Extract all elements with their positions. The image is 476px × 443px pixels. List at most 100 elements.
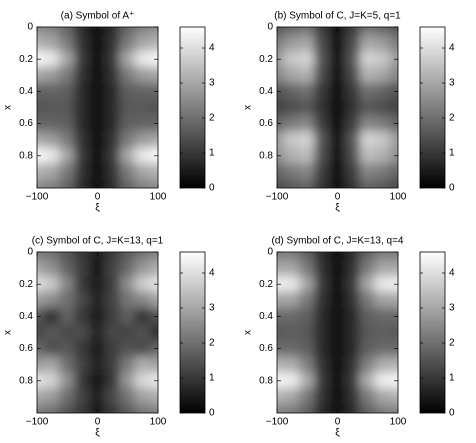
heatmap-cell	[104, 66, 121, 84]
heatmap-cell	[344, 50, 361, 68]
heatmap-cell	[44, 50, 61, 68]
heatmap-cell	[104, 404, 121, 413]
heatmap-cell	[359, 388, 376, 406]
y-tick-label: 0.4	[19, 311, 33, 322]
heatmap-cell	[314, 356, 331, 374]
heatmap-cell	[104, 291, 121, 309]
heatmap-cell	[389, 291, 398, 309]
heatmap-cell	[104, 98, 121, 117]
heatmap-cell	[344, 27, 361, 36]
heatmap-cell	[389, 179, 398, 188]
heatmap-cell	[374, 404, 391, 413]
colorbar-tick-label: 4	[449, 268, 455, 279]
heatmap-cell	[37, 259, 46, 277]
heatmap-cell	[314, 259, 331, 277]
heatmap-cell	[284, 82, 301, 100]
heatmap-cell	[134, 115, 151, 133]
heatmap-cell	[359, 307, 376, 325]
heatmap-cell	[284, 131, 301, 149]
heatmap-cell	[284, 388, 301, 406]
colorbar-tick-label: 2	[209, 338, 215, 349]
x-tick-label: 100	[390, 192, 407, 203]
heatmap-cell	[314, 115, 331, 133]
heatmap-cell	[374, 50, 391, 68]
heatmap-cell	[119, 179, 136, 188]
heatmap-cell	[374, 275, 391, 293]
heatmap-cell	[89, 131, 106, 149]
colorbar-tick-label: 0	[449, 408, 455, 419]
heatmap-cell	[389, 98, 398, 117]
heatmap-cell	[59, 291, 76, 309]
x-tick-label: −100	[266, 192, 289, 203]
heatmap-cell	[299, 372, 316, 390]
heatmap-cell	[374, 372, 391, 390]
heatmap-cell	[277, 50, 286, 68]
heatmap-cell	[277, 34, 286, 52]
heatmap-cell	[37, 291, 46, 309]
heatmap-cell	[344, 404, 361, 413]
heatmap-cell	[149, 340, 158, 358]
heatmap-cell	[277, 66, 286, 84]
heatmap-cell	[89, 98, 106, 117]
y-tick-label: 0.8	[259, 150, 273, 161]
heatmap-cell	[59, 131, 76, 149]
heatmap-cell	[344, 291, 361, 309]
heatmap-cell	[37, 82, 46, 100]
x-axis-label: ξ	[335, 203, 340, 214]
heatmap-cell	[374, 115, 391, 133]
colorbar-tick-label: 4	[209, 268, 215, 279]
heatmap-cell	[344, 131, 361, 149]
heatmap-cell	[284, 340, 301, 358]
heatmap-cell	[104, 252, 121, 261]
heatmap-cell	[44, 179, 61, 188]
heatmap-cell	[119, 98, 136, 117]
heatmap-cell	[44, 323, 61, 342]
colorbar-tick-label: 2	[209, 113, 215, 124]
heatmap-cell	[389, 50, 398, 68]
heatmap-cell	[329, 147, 346, 165]
heatmap-cell	[359, 82, 376, 100]
heatmap-cell	[284, 115, 301, 133]
colorbar-tick-label: 3	[449, 303, 455, 314]
heatmap-cell	[134, 307, 151, 325]
heatmap-cell	[314, 82, 331, 100]
colorbar-frame	[179, 26, 206, 189]
heatmap-cell	[37, 179, 46, 188]
heatmap-cell	[389, 147, 398, 165]
heatmap-cell	[314, 275, 331, 293]
heatmap-cell	[284, 66, 301, 84]
heatmap-cell	[37, 66, 46, 84]
heatmap-cell	[104, 115, 121, 133]
heatmap-cell	[314, 34, 331, 52]
heatmap-cell	[314, 404, 331, 413]
heatmap-cell	[329, 259, 346, 277]
y-tick-label: 0.6	[259, 118, 273, 129]
colorbar-tick-label: 4	[209, 43, 215, 54]
y-tick-label: 0.2	[259, 54, 273, 65]
heatmap-cell	[59, 275, 76, 293]
heatmap-cell	[59, 356, 76, 374]
heatmap-cell	[104, 50, 121, 68]
heatmap-cell	[119, 356, 136, 374]
colorbar-tick-label: 2	[449, 113, 455, 124]
heatmap-cell	[119, 66, 136, 84]
heatmap-cell	[89, 82, 106, 100]
heatmap-cell	[44, 131, 61, 149]
heatmap-cell	[344, 275, 361, 293]
heatmap-cell	[59, 66, 76, 84]
heatmap-cell	[119, 147, 136, 165]
heatmap-cell	[299, 98, 316, 117]
heatmap-cell	[149, 291, 158, 309]
heatmap-cell	[89, 147, 106, 165]
heatmap-cell	[104, 372, 121, 390]
heatmap-cell	[314, 147, 331, 165]
heatmap-cell	[389, 115, 398, 133]
heatmap-cell	[284, 259, 301, 277]
heatmap-cell	[37, 356, 46, 374]
heatmap-cell	[134, 82, 151, 100]
heatmap-cell	[329, 131, 346, 149]
heatmap-cell	[149, 147, 158, 165]
heatmap-cell	[329, 252, 346, 261]
heatmap-cell	[89, 404, 106, 413]
